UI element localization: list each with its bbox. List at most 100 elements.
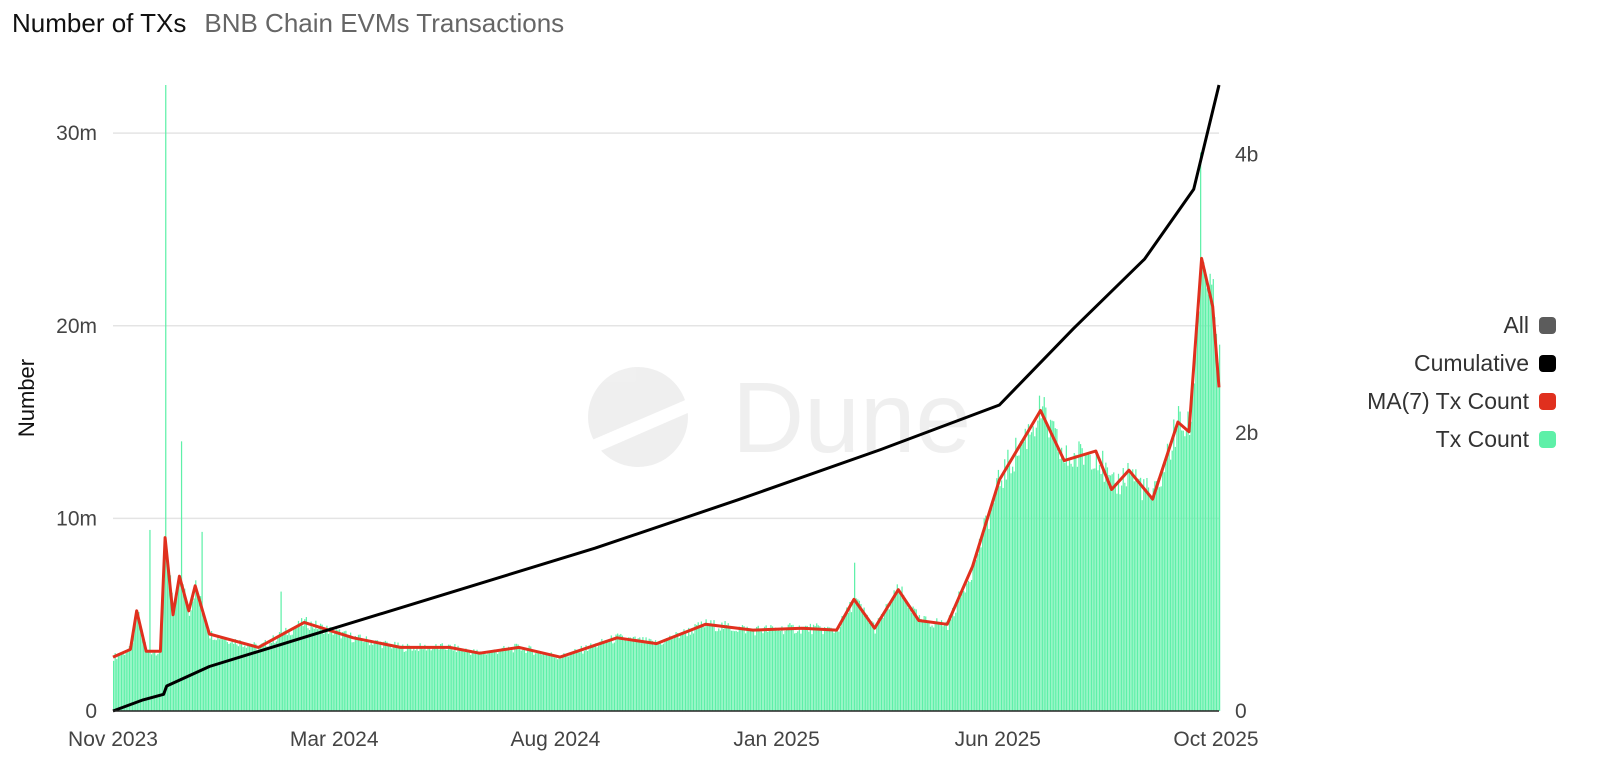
- tx-count-bar: [496, 653, 499, 711]
- tx-count-bar: [1095, 451, 1097, 711]
- tx-count-bar: [174, 601, 176, 711]
- tx-count-bar: [427, 647, 429, 711]
- tx-count-bar: [1151, 497, 1153, 711]
- tx-count-bar: [805, 625, 807, 711]
- tx-count-bar: [419, 643, 421, 711]
- tx-count-bar: [580, 645, 582, 711]
- tx-count-bar: [403, 651, 405, 711]
- tx-count-bar: [831, 630, 834, 711]
- tx-count-bar: [958, 591, 960, 711]
- tx-count-bar: [182, 584, 184, 711]
- tx-count-bar: [357, 634, 360, 711]
- tx-count-bar: [683, 629, 685, 711]
- tx-count-bar: [812, 624, 815, 711]
- tx-count-bar: [477, 652, 480, 711]
- tx-count-bar: [733, 631, 736, 711]
- tx-count-bar: [754, 635, 756, 711]
- tx-count-bar: [1119, 494, 1121, 711]
- tx-count-bar: [203, 616, 205, 711]
- tx-count-bar: [1179, 411, 1181, 711]
- tx-count-bar: [538, 650, 540, 711]
- tx-count-bar: [643, 643, 646, 711]
- tx-count-bar: [751, 630, 753, 711]
- tx-count-bar: [255, 643, 257, 711]
- legend-item-tx-count[interactable]: Tx Count: [1367, 420, 1556, 458]
- tx-count-bar: [811, 634, 813, 711]
- tx-count-bar: [501, 647, 503, 711]
- tx-count-bar: [1200, 152, 1202, 712]
- tx-count-bar: [917, 619, 919, 711]
- tx-count-bar: [699, 628, 701, 711]
- legend-item-all[interactable]: All: [1367, 306, 1556, 344]
- tx-count-bar: [343, 631, 345, 711]
- tx-count-bar: [329, 626, 331, 711]
- tx-count-bar: [951, 607, 954, 711]
- tx-count-bar: [1188, 435, 1191, 711]
- tx-count-bar: [797, 631, 799, 711]
- tx-count-bar: [988, 528, 990, 711]
- tx-count-bar: [119, 655, 121, 711]
- tx-count-bar: [398, 647, 401, 711]
- tx-count-bar: [536, 650, 538, 711]
- left-tick-label: 20m: [56, 315, 97, 338]
- tx-count-bar: [288, 629, 290, 711]
- tx-count-bar: [154, 651, 156, 711]
- tx-count-bar: [779, 630, 781, 711]
- tx-count-bar: [877, 618, 879, 711]
- tx-count-bar: [901, 586, 903, 711]
- tx-count-bar: [225, 638, 227, 711]
- tx-count-bar: [487, 652, 489, 711]
- tx-count-bar: [395, 647, 398, 711]
- tx-count-bar: [345, 630, 347, 711]
- tx-count-bar: [146, 650, 148, 711]
- tx-count-bar: [740, 628, 742, 711]
- x-tick-label: Oct 2025: [1173, 728, 1258, 751]
- tx-count-bar: [882, 617, 884, 711]
- tx-count-bar: [414, 650, 417, 711]
- tx-count-bar: [994, 490, 996, 711]
- tx-count-bar: [441, 643, 443, 711]
- tx-count-bar: [948, 615, 951, 711]
- tx-count-bar: [375, 640, 377, 711]
- tx-count-bar: [654, 640, 657, 711]
- right-tick-label: 0: [1235, 700, 1247, 723]
- tx-count-bar: [223, 639, 225, 711]
- tx-count-bar: [730, 630, 733, 711]
- tx-count-bar: [1116, 493, 1118, 711]
- tx-count-bar: [874, 633, 876, 711]
- tx-count-bar: [991, 501, 993, 711]
- tx-count-bar: [678, 638, 680, 711]
- tx-count-bar: [765, 625, 767, 711]
- legend-item-cumulative[interactable]: Cumulative: [1367, 344, 1556, 382]
- tx-count-bar: [340, 638, 342, 711]
- tx-count-bar: [342, 631, 344, 711]
- tx-count-bar: [885, 604, 887, 711]
- tx-count-bar: [724, 621, 726, 711]
- tx-count-bar: [1192, 371, 1194, 711]
- tx-count-bar: [773, 629, 775, 711]
- tx-count-bar: [1201, 269, 1203, 711]
- tx-count-bar: [1154, 481, 1156, 711]
- tx-count-bar: [852, 603, 854, 711]
- tx-count-bar: [906, 601, 908, 711]
- x-tick-label: Aug 2024: [510, 728, 600, 751]
- legend-item-ma7[interactable]: MA(7) Tx Count: [1367, 382, 1556, 420]
- tx-count-bar: [940, 620, 943, 711]
- tx-count-bar: [1177, 406, 1180, 711]
- tx-count-bar: [1002, 487, 1004, 711]
- tx-count-bar: [425, 650, 428, 711]
- tx-count-bar: [509, 650, 511, 711]
- tx-count-bar: [424, 644, 426, 711]
- tx-count-bar: [781, 626, 783, 711]
- tx-count-bar: [171, 592, 173, 711]
- tx-count-bar: [944, 624, 946, 711]
- tx-count-bar: [1187, 411, 1189, 711]
- tx-count-bar: [738, 626, 740, 711]
- tx-count-bar: [989, 507, 992, 711]
- tx-count-bar: [880, 614, 883, 711]
- tx-count-bar: [737, 631, 739, 711]
- left-tick-label: 10m: [56, 507, 97, 530]
- tx-count-bar: [128, 646, 131, 711]
- tx-count-bar: [659, 641, 661, 711]
- tx-count-bar: [323, 633, 325, 711]
